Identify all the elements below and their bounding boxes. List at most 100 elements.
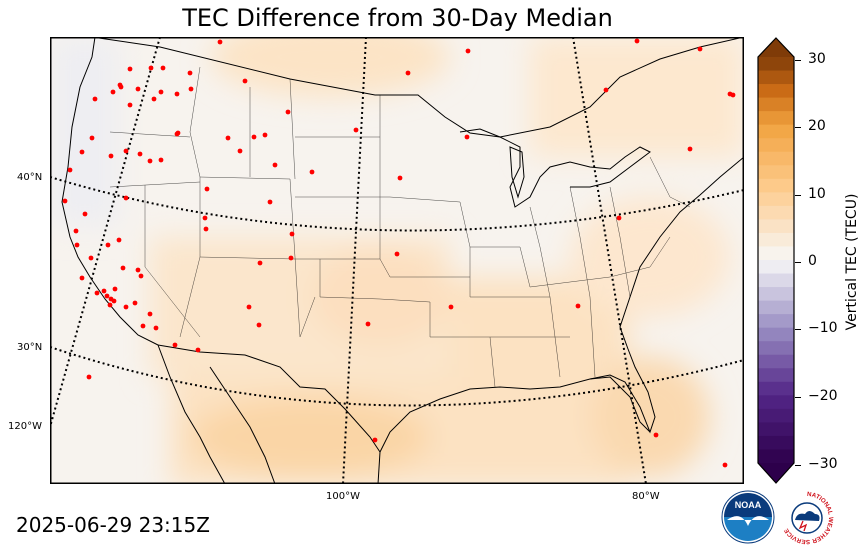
station-marker: [127, 102, 133, 108]
station-marker: [123, 148, 129, 154]
station-marker: [603, 87, 609, 93]
station-marker: [112, 286, 118, 292]
mexico-gulf-coast: [377, 451, 381, 484]
state-line: [109, 181, 201, 188]
station-marker: [246, 304, 252, 310]
state-line: [529, 206, 561, 378]
colorbar-segment: [758, 287, 794, 302]
station-marker: [288, 255, 294, 261]
gulf-coast: [379, 376, 651, 453]
station-marker: [117, 82, 123, 88]
lon-120-label: 120°W: [8, 421, 42, 432]
mexico-pacific-coast: [209, 366, 276, 484]
station-marker: [116, 237, 122, 243]
colorbar-segment: [758, 138, 794, 153]
station-marker: [730, 92, 736, 98]
east-coast: [619, 156, 744, 350]
lake-michigan: [509, 146, 525, 199]
state-line: [470, 246, 531, 288]
florida: [589, 348, 656, 434]
colorbar-outline: [757, 37, 795, 484]
station-marker: [722, 462, 728, 468]
station-marker: [187, 70, 193, 76]
station-marker: [217, 39, 223, 45]
station-marker: [132, 300, 138, 306]
station-marker: [237, 148, 243, 154]
noaa-logo-upper-half: [724, 493, 772, 517]
station-marker: [174, 131, 180, 137]
noaa-logo-gull: [727, 516, 769, 526]
longitude-80-line: [572, 37, 647, 484]
station-marker: [92, 96, 98, 102]
colorbar-segment: [758, 151, 794, 166]
colorbar-tick-label: 20: [808, 118, 826, 134]
station-marker: [79, 275, 85, 281]
station-marker: [257, 260, 263, 266]
colorbar-tick-label: 30: [808, 51, 826, 67]
station-marker: [225, 135, 231, 141]
station-marker: [372, 437, 378, 443]
colorbar-segment: [758, 381, 794, 396]
colorbar-tick-mark: [795, 397, 801, 398]
colorbar-tick-mark: [795, 329, 801, 330]
station-marker: [251, 134, 257, 140]
station-marker: [634, 38, 640, 44]
tec-field-shading: [50, 37, 744, 484]
station-marker: [465, 48, 471, 54]
colorbar-tick-label: −30: [808, 456, 838, 472]
state-line: [609, 186, 631, 298]
station-marker: [110, 89, 116, 95]
noaa-logo-text: NOAA: [735, 500, 762, 510]
station-marker: [242, 78, 248, 84]
colorbar-segment: [758, 192, 794, 207]
colorbar-segment: [758, 111, 794, 126]
colorbar-segment: [758, 368, 794, 383]
state-line: [189, 66, 201, 257]
station-marker: [158, 157, 164, 163]
station-marker: [89, 135, 95, 141]
nws-logo-lightning: [798, 520, 808, 532]
state-line: [529, 266, 651, 288]
station-marker: [394, 251, 400, 257]
canada-us-border: [91, 37, 744, 138]
station-marker: [687, 146, 693, 152]
station-marker: [203, 226, 209, 232]
colorbar-segment: [758, 124, 794, 139]
station-marker: [79, 149, 85, 155]
station-marker: [137, 151, 143, 157]
colorbar-segment: [758, 273, 794, 288]
station-marker: [120, 265, 126, 271]
state-line: [199, 256, 296, 260]
graticule: [50, 37, 744, 484]
colorbar-extend-min: [758, 463, 794, 483]
colorbar-segment: [758, 300, 794, 315]
map-title: TEC Difference from 30-Day Median: [182, 4, 613, 32]
colorbar-segment: [758, 205, 794, 220]
colorbar-segment: [758, 408, 794, 423]
state-line: [389, 196, 471, 297]
great-lakes: [459, 128, 651, 208]
colorbar-segment: [758, 422, 794, 437]
colorbar-tick-mark: [795, 60, 801, 61]
station-marker: [151, 96, 157, 102]
colorbar-segment: [758, 260, 794, 275]
state-line: [649, 236, 671, 268]
station-marker: [86, 374, 92, 380]
tec-field-patch: [190, 397, 430, 477]
colorbar-segment: [758, 165, 794, 180]
station-marker: [88, 255, 94, 261]
state-line: [179, 256, 201, 338]
colorbar-segment: [758, 57, 794, 72]
state-line: [569, 186, 596, 378]
station-marker: [616, 215, 622, 221]
station-marker: [267, 199, 273, 205]
lon-80-label: 80°W: [632, 491, 660, 502]
colorbar-segment: [758, 84, 794, 99]
tec-field-patch: [210, 37, 450, 97]
lat-30-label: 30°N: [17, 342, 43, 353]
station-marker: [285, 109, 291, 115]
station-marker: [127, 66, 133, 72]
colorbar-tick-label: −10: [808, 320, 838, 336]
station-marker: [108, 153, 114, 159]
state-line: [319, 259, 431, 337]
